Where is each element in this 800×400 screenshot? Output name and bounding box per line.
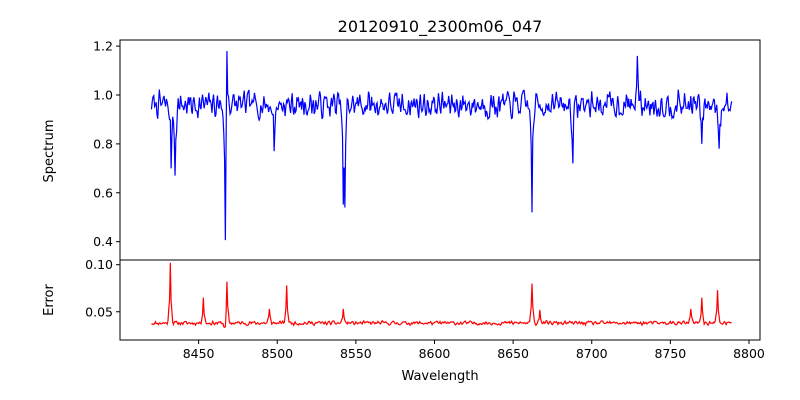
spectrum-series-line [150,50,733,241]
chart-title: 20120910_2300m06_047 [338,17,543,37]
error-panel: 0.05 0.10 8450 8500 8550 8600 8650 8700 8750 880… [42,257,765,384]
x-tick-label: 8700 [576,346,608,361]
y-tick-label: 1.2 [93,39,113,54]
error-y-axis: 0.05 0.10 [85,257,120,319]
spectrum-y-axis: 0.4 0.6 0.8 1.0 1.2 [93,39,120,249]
x-tick-label: 8500 [261,346,293,361]
y-tick-label: 0.8 [93,136,113,151]
error-y-label: Error [42,284,57,316]
error-series-line [151,262,732,329]
x-tick-label: 8600 [419,346,451,361]
y-tick-label: 0.05 [85,304,113,319]
x-axis-label: Wavelength [401,369,478,384]
x-tick-label: 8450 [183,346,215,361]
y-tick-label: 0.4 [93,234,113,249]
error-axes-frame [119,259,761,341]
wavelength-x-axis: 8450 8500 8550 8600 8650 8700 8750 8800 [183,340,765,361]
spectrum-panel: 0.4 0.6 0.8 1.0 1.2 Spectrum [42,39,761,261]
x-tick-label: 8650 [497,346,529,361]
y-tick-label: 0.6 [93,185,113,200]
spectrum-y-label: Spectrum [42,120,57,183]
y-tick-label: 1.0 [93,88,113,103]
x-tick-label: 8800 [733,346,765,361]
y-tick-label: 0.10 [85,257,113,272]
x-tick-label: 8550 [340,346,372,361]
spectrum-axes-frame [119,39,761,261]
x-tick-label: 8750 [654,346,686,361]
